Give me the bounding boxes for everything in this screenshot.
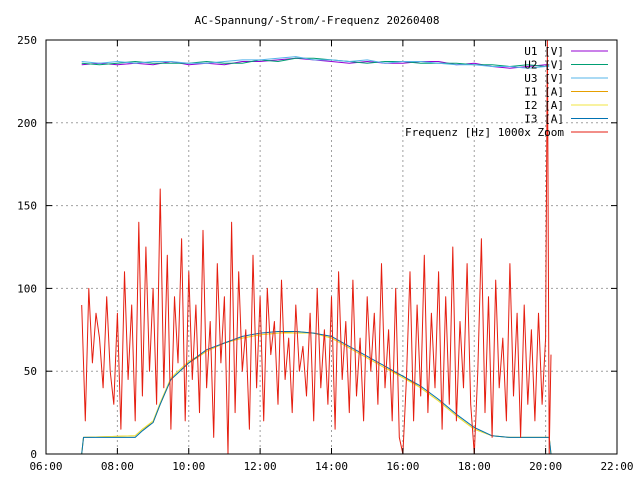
axes-layer: 06:00 08:00 10:00 12:00 14:00 16:00 18:00 20:00… bbox=[17, 34, 633, 473]
series-line-3 bbox=[81, 56, 550, 69]
legend-label-2: U2 [V] bbox=[524, 59, 564, 72]
legend-label-4: I1 [A] bbox=[524, 86, 564, 99]
legend-label-6: I3 [A] bbox=[524, 113, 564, 126]
legend-label-3: U3 [V] bbox=[524, 72, 564, 85]
legend-label-1: U1 [V] bbox=[524, 45, 564, 58]
legend-label-5: I2 [A] bbox=[524, 99, 564, 112]
y-tick-label: 100 bbox=[17, 282, 37, 295]
x-tick-label: 18:00 bbox=[458, 460, 491, 473]
x-tick-label: 22:00 bbox=[600, 460, 633, 473]
x-tick-label: 12:00 bbox=[244, 460, 277, 473]
x-tick-label: 20:00 bbox=[529, 460, 562, 473]
legend-label-7: Frequenz [Hz] 1000x Zoom bbox=[405, 126, 564, 139]
series-line-4 bbox=[81, 331, 552, 455]
series-layer bbox=[81, 39, 552, 455]
x-tick-label: 10:00 bbox=[172, 460, 205, 473]
chart-title: AC-Spannung/-Strom/-Frequenz 20260408 bbox=[194, 14, 439, 27]
series-line-5 bbox=[81, 332, 552, 455]
x-tick-label: 06:00 bbox=[29, 460, 62, 473]
series-line-7 bbox=[81, 39, 552, 455]
y-tick-label: 200 bbox=[17, 117, 37, 130]
legend: U1 [V]U2 [V]U3 [V]I1 [A]I2 [A]I3 [A]Freq… bbox=[405, 45, 608, 139]
y-tick-label: 150 bbox=[17, 200, 37, 213]
series-line-2 bbox=[81, 57, 550, 67]
y-tick-label: 50 bbox=[24, 365, 37, 378]
x-tick-label: 14:00 bbox=[315, 460, 348, 473]
grid-layer bbox=[46, 40, 617, 454]
x-tick-label: 16:00 bbox=[386, 460, 419, 473]
x-tick-label: 08:00 bbox=[101, 460, 134, 473]
y-tick-label: 250 bbox=[17, 34, 37, 47]
series-line-6 bbox=[81, 331, 552, 455]
y-tick-label: 0 bbox=[30, 448, 37, 461]
